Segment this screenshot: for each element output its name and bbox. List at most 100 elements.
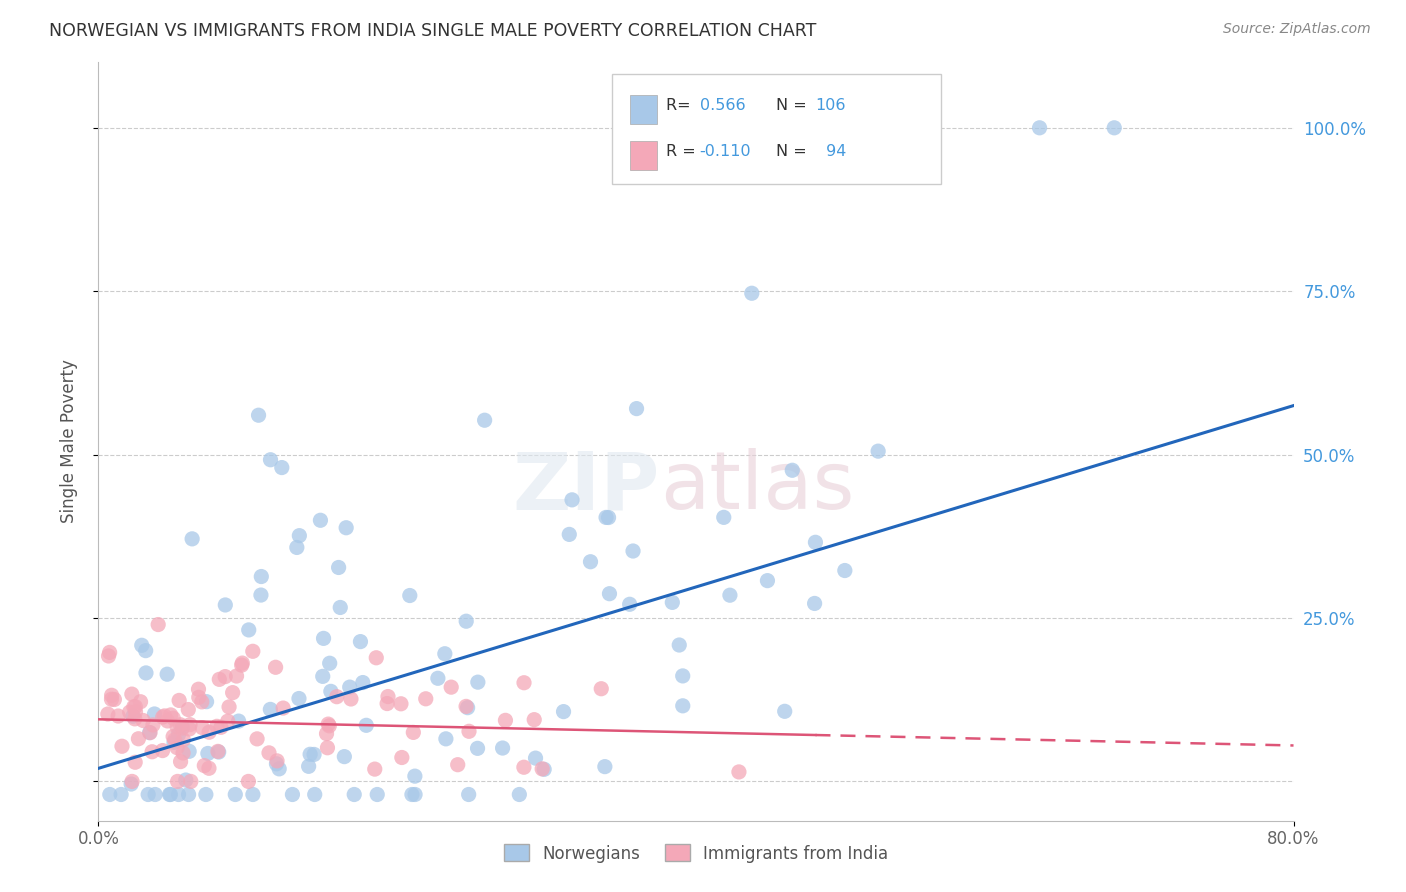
Point xyxy=(523,713,546,727)
Point xyxy=(159,788,181,802)
Point xyxy=(180,774,202,789)
Point xyxy=(179,722,201,736)
Point xyxy=(124,699,146,714)
Point xyxy=(619,597,641,611)
Point xyxy=(124,705,146,719)
Point xyxy=(187,690,209,705)
Point xyxy=(457,788,479,802)
Text: R=: R= xyxy=(666,98,696,112)
Point xyxy=(205,719,228,733)
Point xyxy=(172,720,194,734)
Bar xyxy=(630,141,657,169)
Point xyxy=(804,535,827,549)
Point xyxy=(318,657,340,671)
Point xyxy=(467,675,489,690)
Point xyxy=(259,702,281,716)
Point xyxy=(782,463,804,477)
Point xyxy=(326,690,349,704)
Point xyxy=(162,730,184,744)
Point xyxy=(328,560,350,574)
Point xyxy=(288,691,311,706)
Point xyxy=(172,746,194,760)
Point xyxy=(713,510,735,524)
Point xyxy=(217,714,239,728)
Point xyxy=(162,711,184,725)
Point xyxy=(329,600,352,615)
Point xyxy=(198,761,221,775)
Point xyxy=(228,714,250,728)
Point xyxy=(129,695,152,709)
Point xyxy=(250,588,273,602)
Point xyxy=(131,638,153,652)
Point xyxy=(167,693,190,707)
Point xyxy=(579,555,602,569)
Point xyxy=(352,675,374,690)
Text: NORWEGIAN VS IMMIGRANTS FROM INDIA SINGLE MALE POVERTY CORRELATION CHART: NORWEGIAN VS IMMIGRANTS FROM INDIA SINGL… xyxy=(49,22,817,40)
Point xyxy=(316,740,339,755)
Point xyxy=(1028,120,1050,135)
Point xyxy=(404,788,426,802)
Point xyxy=(366,650,388,665)
Point xyxy=(143,706,166,721)
Point xyxy=(398,589,420,603)
Point xyxy=(803,597,825,611)
Point xyxy=(118,705,141,719)
Point xyxy=(166,774,188,789)
Point xyxy=(238,623,260,637)
Point xyxy=(340,692,363,706)
Point xyxy=(266,754,288,768)
Point xyxy=(494,714,516,728)
Point xyxy=(138,725,160,739)
Point xyxy=(169,755,191,769)
Point xyxy=(156,667,179,681)
Point xyxy=(270,460,292,475)
Point xyxy=(271,701,294,715)
Point xyxy=(127,731,149,746)
Point xyxy=(533,762,555,776)
Point xyxy=(124,712,146,726)
Point xyxy=(672,669,695,683)
Point xyxy=(672,698,695,713)
Point xyxy=(561,492,583,507)
Point xyxy=(257,746,280,760)
Point xyxy=(728,764,751,779)
Point xyxy=(107,709,129,723)
Text: ZIP: ZIP xyxy=(513,448,661,526)
Point xyxy=(198,725,221,739)
Point xyxy=(315,726,337,740)
Point xyxy=(124,756,146,770)
Text: Source: ZipAtlas.com: Source: ZipAtlas.com xyxy=(1223,22,1371,37)
Point xyxy=(440,680,463,694)
Point xyxy=(136,788,159,802)
Point xyxy=(214,670,236,684)
Point xyxy=(375,697,398,711)
Point xyxy=(208,745,231,759)
Point xyxy=(242,788,264,802)
Point xyxy=(225,669,247,683)
Point xyxy=(224,788,246,802)
Point xyxy=(491,741,513,756)
Point xyxy=(269,762,291,776)
Point xyxy=(264,660,287,674)
Point xyxy=(148,617,170,632)
Point xyxy=(524,751,547,765)
Text: N =: N = xyxy=(776,144,807,159)
Point xyxy=(172,732,194,747)
Point xyxy=(288,529,311,543)
Point xyxy=(159,788,181,802)
Point xyxy=(741,286,763,301)
Bar xyxy=(630,95,657,124)
Point xyxy=(456,614,478,628)
Point xyxy=(343,788,366,802)
Point xyxy=(457,700,479,714)
Point xyxy=(513,675,536,690)
Point xyxy=(558,527,581,541)
Point xyxy=(339,680,361,694)
Text: N =: N = xyxy=(776,98,807,112)
Point xyxy=(152,710,174,724)
Point xyxy=(621,544,644,558)
Point xyxy=(593,759,616,773)
Point xyxy=(366,788,388,802)
Point xyxy=(319,684,342,698)
Point xyxy=(299,747,322,762)
